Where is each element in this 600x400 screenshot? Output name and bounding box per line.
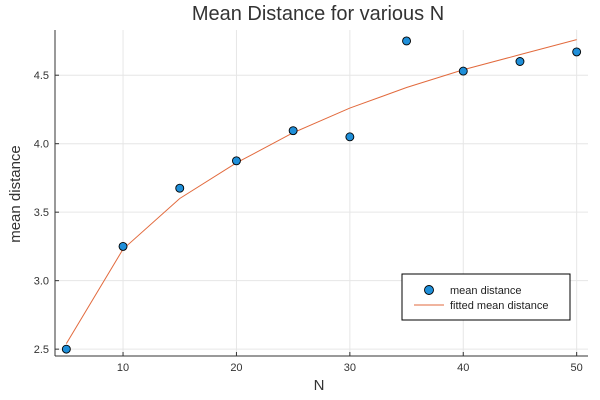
axes xyxy=(54,30,588,357)
x-axis-label: N xyxy=(314,377,325,394)
chart-title: Mean Distance for various N xyxy=(192,3,444,25)
legend-label-line: fitted mean distance xyxy=(450,300,548,312)
legend-label-scatter: mean distance xyxy=(450,285,522,297)
fitted-line xyxy=(65,39,577,344)
data-point xyxy=(345,132,355,142)
data-point xyxy=(458,66,468,76)
data-point xyxy=(572,47,582,57)
x-tick-label: 30 xyxy=(344,362,356,374)
x-tick-label: 20 xyxy=(230,362,242,374)
y-tick-label: 2.5 xyxy=(34,344,49,356)
grid xyxy=(55,30,588,356)
data-point xyxy=(175,183,185,193)
x-tick-label: 50 xyxy=(571,362,583,374)
legend: mean distance fitted mean distance xyxy=(401,273,571,321)
y-tick-label: 4.0 xyxy=(34,139,49,151)
x-tick-label: 40 xyxy=(457,362,469,374)
y-axis-label: mean distance xyxy=(7,145,24,243)
tick-labels: 10 20 30 40 50 2.5 3.0 3.5 4.0 4.5 xyxy=(34,70,583,374)
data-point xyxy=(61,344,71,354)
series xyxy=(61,36,582,354)
data-point xyxy=(231,156,241,166)
x-tick-label: 10 xyxy=(117,362,129,374)
y-tick-label: 3.0 xyxy=(34,276,49,288)
legend-marker-scatter xyxy=(424,285,434,295)
y-tick-label: 3.5 xyxy=(34,207,49,219)
data-point xyxy=(288,126,298,136)
data-point xyxy=(515,57,525,66)
data-point xyxy=(118,241,128,251)
y-tick-label: 4.5 xyxy=(34,70,49,82)
data-point xyxy=(402,36,412,46)
legend-box xyxy=(401,273,571,321)
